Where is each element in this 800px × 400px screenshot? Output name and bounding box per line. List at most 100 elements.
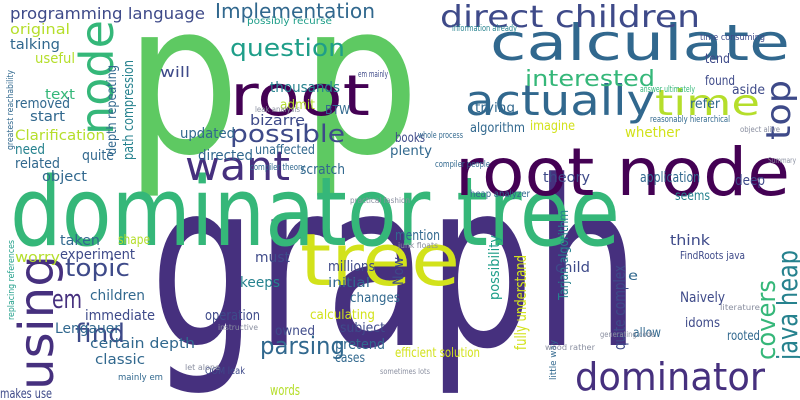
word: reasonably hierarchical <box>650 115 730 125</box>
word: certain depth <box>90 336 195 352</box>
word: original <box>10 22 70 38</box>
word: programming language <box>10 4 205 23</box>
word: quite <box>82 148 114 164</box>
word: cases <box>335 351 365 366</box>
word: thousands <box>270 80 340 96</box>
word: tend <box>705 52 730 67</box>
word: bizarre <box>250 113 305 129</box>
word: em <box>52 285 82 315</box>
word: using <box>9 255 65 390</box>
word: heap analyzer <box>470 189 531 200</box>
word: seems <box>675 189 710 204</box>
word: rooted <box>727 329 760 344</box>
word: will <box>160 65 190 81</box>
word: keeps <box>240 275 280 291</box>
word: dominator <box>575 355 765 399</box>
word: deep <box>735 173 765 189</box>
word: p <box>125 0 240 202</box>
word: possibly recurse <box>247 16 332 27</box>
word: compiler people <box>435 160 490 170</box>
word: operation <box>205 308 260 324</box>
word: children <box>90 288 145 304</box>
word: allow <box>633 326 661 341</box>
word: possible <box>230 120 345 148</box>
word: time <box>655 83 760 124</box>
word: classic <box>95 352 145 368</box>
word: aside <box>732 83 765 98</box>
word: literature <box>720 303 760 312</box>
word: child <box>555 260 590 276</box>
word: information already <box>452 24 517 34</box>
word: mention <box>395 228 440 244</box>
word: experiment <box>60 247 135 263</box>
word: whole process <box>418 131 463 141</box>
word: must <box>255 250 291 266</box>
word: Naively <box>680 290 725 306</box>
word: Clarification <box>15 128 105 144</box>
word: topic <box>65 254 130 282</box>
word: plenty <box>390 144 432 159</box>
word: java heap <box>771 250 800 361</box>
word: makes use <box>0 387 52 400</box>
word: theory <box>543 170 590 186</box>
word: talking <box>10 37 60 53</box>
word: OOM leak <box>205 366 245 377</box>
word: dominator tree <box>10 158 620 268</box>
word: little way <box>549 339 559 380</box>
word: efficient solution <box>395 346 480 361</box>
word: generating code <box>600 330 655 339</box>
word: top <box>759 80 799 140</box>
word: need <box>15 142 45 158</box>
word: updated <box>180 126 235 142</box>
word: time consuming <box>700 33 765 43</box>
word: quite complex <box>610 265 629 350</box>
word: path compression <box>121 60 137 160</box>
word: Implementation <box>215 0 375 23</box>
word: shape <box>118 233 150 248</box>
word: actually <box>465 76 655 125</box>
word: idoms <box>685 316 720 331</box>
word: think <box>670 233 711 249</box>
word: question <box>230 34 345 62</box>
word: trying <box>475 101 515 116</box>
word: answer ultimately <box>640 85 695 95</box>
word: pretend <box>335 337 385 353</box>
word: let alone <box>185 363 220 372</box>
word: millions <box>328 259 375 275</box>
word: object alive <box>740 125 780 134</box>
word: directed <box>198 148 253 164</box>
word: Now <box>391 257 407 285</box>
word: practical fashion <box>350 196 410 205</box>
word: BTW <box>325 103 350 117</box>
word: whether <box>625 125 680 141</box>
word: calculate <box>490 14 790 72</box>
word: words <box>270 383 300 399</box>
word: fully understand <box>511 255 530 350</box>
word: root node <box>455 134 790 211</box>
word: object <box>42 169 88 185</box>
word: Lengauer <box>55 321 120 337</box>
word: related <box>15 156 60 172</box>
word: mainly em <box>118 373 163 383</box>
word: e <box>628 269 638 284</box>
word: em mainly <box>358 70 388 80</box>
word: taken <box>60 233 100 249</box>
word: owned <box>275 324 315 339</box>
word: parsing <box>260 332 345 360</box>
word: covers <box>752 280 782 360</box>
word: text <box>45 87 76 103</box>
word: unaffected <box>255 143 315 158</box>
word: scratch <box>300 162 345 178</box>
word: books <box>395 131 425 146</box>
word: immediate <box>85 308 155 324</box>
word: want <box>185 144 290 190</box>
word: sometimes lots <box>380 367 430 376</box>
word: refer <box>690 97 721 112</box>
word: wood rather <box>545 343 596 352</box>
word: subject <box>340 321 385 336</box>
word: removed <box>15 96 70 112</box>
word: junk floats <box>397 241 438 250</box>
word: useful <box>35 51 75 67</box>
